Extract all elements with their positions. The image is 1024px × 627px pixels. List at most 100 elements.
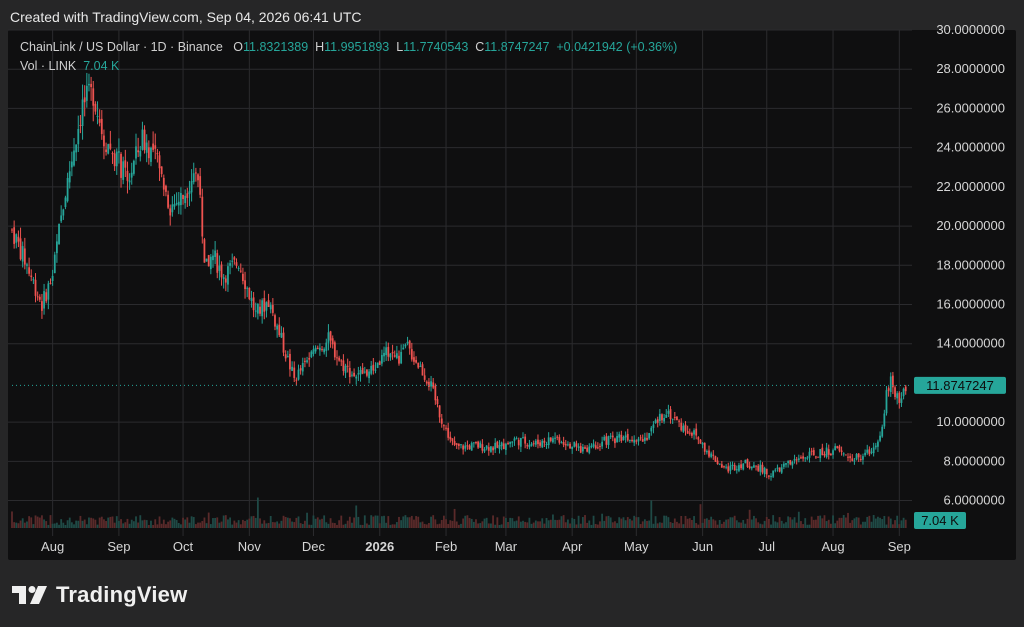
volume-bar	[353, 517, 355, 528]
candle-body	[128, 180, 131, 183]
candle-body	[17, 236, 20, 242]
volume-bar	[896, 515, 899, 528]
candle-body	[212, 255, 214, 261]
candle-body	[802, 456, 804, 459]
volume-bar	[419, 522, 422, 528]
candle-body	[639, 437, 642, 439]
candle-body	[130, 172, 133, 178]
candle-body	[231, 260, 234, 262]
candle-body	[96, 115, 99, 117]
volume-bar	[216, 517, 219, 528]
volume-bar	[242, 519, 244, 528]
candle-body	[462, 445, 465, 450]
volume-bar	[746, 518, 749, 528]
candle-body	[145, 142, 148, 153]
brand-name: TradingView	[56, 582, 188, 607]
candle-body	[703, 442, 706, 452]
candle-body	[235, 262, 238, 266]
volume-bar	[819, 515, 822, 528]
last-price-label: 11.8747247	[926, 378, 994, 393]
candle-body	[406, 341, 409, 344]
volume-bar	[806, 524, 809, 528]
candle-body	[740, 464, 742, 469]
volume-bar	[554, 519, 556, 528]
candle-body	[289, 353, 291, 370]
volume-bar	[864, 521, 866, 528]
volume-bar	[222, 515, 225, 528]
volume-bar	[519, 521, 522, 528]
candle-body	[650, 427, 653, 432]
candle-body	[442, 425, 445, 427]
volume-bar	[680, 516, 683, 528]
volume-bar	[152, 524, 155, 528]
volume-bar	[26, 521, 28, 528]
candle-body	[227, 266, 229, 285]
volume-bar	[532, 522, 535, 528]
volume-bar	[753, 515, 755, 528]
volume-bar	[693, 516, 695, 528]
candle-body	[363, 371, 366, 373]
candle-body	[782, 463, 785, 467]
volume-bar	[310, 524, 313, 528]
candle-body	[761, 464, 764, 473]
volume-bar	[648, 520, 651, 528]
candle-body	[430, 381, 432, 387]
candle-body	[496, 441, 499, 448]
candle-body	[216, 253, 219, 273]
candle-body	[851, 458, 854, 461]
volume-bar	[603, 520, 606, 528]
candle-body	[455, 443, 458, 445]
volume-bar	[372, 516, 375, 528]
volume-bar	[891, 524, 894, 528]
last-price-badge: 11.8747247	[914, 376, 1006, 394]
candle-body	[511, 441, 514, 443]
candle-body	[609, 435, 612, 437]
candle-body	[306, 360, 308, 363]
candle-body	[836, 446, 839, 449]
footer-brand[interactable]: TradingView	[12, 582, 187, 608]
chart-panel[interactable]	[8, 30, 1016, 560]
candle-body	[470, 443, 473, 451]
high-label: H	[315, 40, 325, 54]
x-axis: Aug Sep Oct Nov Dec 2026 Feb Mar Apr May Jun Jul Aug…	[41, 539, 911, 554]
candle-body	[400, 351, 403, 364]
candle-body	[338, 357, 341, 361]
volume-bar	[665, 515, 668, 528]
candle-body	[171, 204, 174, 213]
volume-bar	[697, 524, 700, 528]
volume-bar	[346, 520, 349, 528]
volume-bar	[374, 515, 377, 528]
volume-bar	[738, 522, 740, 528]
volume-bar	[793, 517, 796, 528]
volume-bar	[673, 518, 676, 528]
volume-bar	[252, 515, 255, 528]
volume-bar	[772, 515, 775, 528]
candle-body	[150, 147, 152, 162]
volume-bar	[96, 524, 99, 528]
volume-bar	[462, 518, 465, 528]
candle-body	[291, 366, 293, 371]
volume-bar	[577, 515, 580, 528]
volume-bar	[393, 524, 396, 528]
candle-body	[629, 439, 631, 441]
volume-bar	[254, 517, 257, 528]
candle-body	[622, 436, 625, 440]
candle-body	[887, 388, 890, 391]
candle-body	[567, 444, 569, 446]
candle-body	[868, 449, 871, 455]
open-value: 11.8321389	[243, 40, 309, 54]
volume-bar	[32, 524, 35, 528]
volume-bar	[750, 519, 753, 528]
volume-bar	[30, 517, 33, 528]
volume-bar	[359, 524, 362, 528]
candle-body	[460, 444, 462, 446]
candle-body	[755, 465, 757, 467]
candle-body	[624, 435, 627, 438]
candle-body	[729, 465, 732, 471]
candle-body	[663, 417, 666, 422]
volume-bar	[145, 520, 148, 528]
candle-body	[894, 387, 896, 397]
volume-bar	[545, 517, 548, 528]
candle-body	[847, 456, 849, 458]
